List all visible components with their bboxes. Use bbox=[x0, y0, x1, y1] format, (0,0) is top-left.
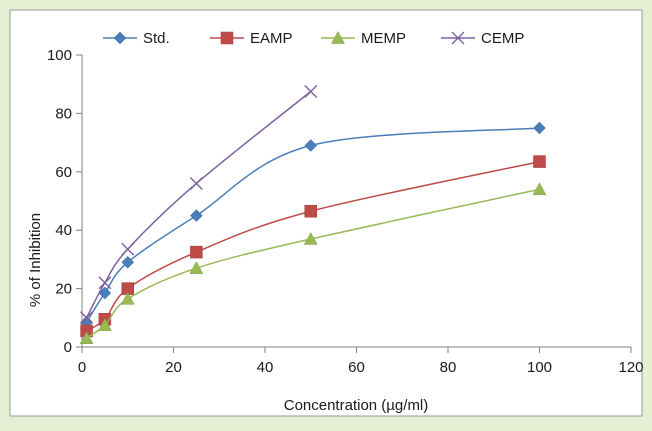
legend-item-std: Std. bbox=[103, 30, 170, 47]
legend-item-memp: MEMP bbox=[321, 30, 406, 47]
legend-marker bbox=[113, 31, 127, 45]
data-point-cemp bbox=[189, 176, 203, 190]
legend-item-eamp: EAMP bbox=[210, 30, 293, 47]
y-tick-label: 100 bbox=[47, 47, 72, 64]
y-tick-label: 80 bbox=[55, 105, 72, 122]
y-tick-label: 60 bbox=[55, 164, 72, 181]
data-point-memp bbox=[79, 331, 94, 344]
data-point-cemp bbox=[98, 276, 112, 290]
x-tick-label: 100 bbox=[527, 359, 552, 376]
legend-marker bbox=[331, 30, 345, 44]
series-cemp bbox=[80, 85, 318, 325]
legend-label: EAMP bbox=[250, 30, 293, 47]
data-point-memp bbox=[120, 291, 135, 305]
y-tick-label: 40 bbox=[55, 222, 72, 239]
chart-border bbox=[9, 9, 643, 417]
data-point-std bbox=[304, 139, 318, 152]
x-tick-label: 0 bbox=[78, 359, 86, 376]
x-axis-label: Concentration (µg/ml) bbox=[284, 397, 429, 414]
data-point-eamp bbox=[304, 204, 317, 218]
legend-marker bbox=[451, 31, 465, 45]
legend-marker bbox=[220, 31, 234, 45]
y-tick-label: 20 bbox=[55, 281, 72, 298]
data-point-std bbox=[533, 121, 546, 135]
data-point-cemp bbox=[304, 85, 318, 98]
data-point-memp bbox=[97, 318, 112, 331]
x-tick-label: 40 bbox=[257, 359, 274, 376]
series-layer bbox=[79, 85, 547, 344]
data-point-std bbox=[190, 209, 203, 222]
series-line-cemp bbox=[85, 90, 312, 319]
x-tick-label: 80 bbox=[440, 359, 457, 376]
x-tick-label: 20 bbox=[165, 359, 182, 376]
series-std bbox=[80, 121, 546, 329]
y-tick-label: 0 bbox=[64, 339, 72, 356]
data-point-eamp bbox=[533, 155, 546, 168]
data-point-cemp bbox=[80, 311, 94, 325]
x-tick-label: 60 bbox=[348, 359, 365, 376]
legend-item-cemp: CEMP bbox=[441, 30, 524, 47]
legend-label: MEMP bbox=[361, 30, 406, 47]
data-point-memp bbox=[532, 182, 547, 196]
legend-label: Std. bbox=[143, 30, 170, 47]
data-point-memp bbox=[303, 231, 318, 245]
data-point-eamp bbox=[190, 245, 203, 259]
data-point-std bbox=[121, 255, 135, 269]
legend-label: CEMP bbox=[481, 30, 524, 47]
series-memp bbox=[79, 182, 547, 344]
y-axis-label: % of Inhibition bbox=[27, 213, 44, 307]
data-point-cemp bbox=[121, 242, 135, 256]
legend: Std. EAMP MEMP CEMP bbox=[103, 30, 524, 47]
data-point-memp bbox=[189, 261, 204, 274]
x-tick-label: 120 bbox=[618, 359, 643, 376]
axes: 0 20 40 60 80 100 0 20 40 60 80 100 120 bbox=[47, 47, 644, 376]
